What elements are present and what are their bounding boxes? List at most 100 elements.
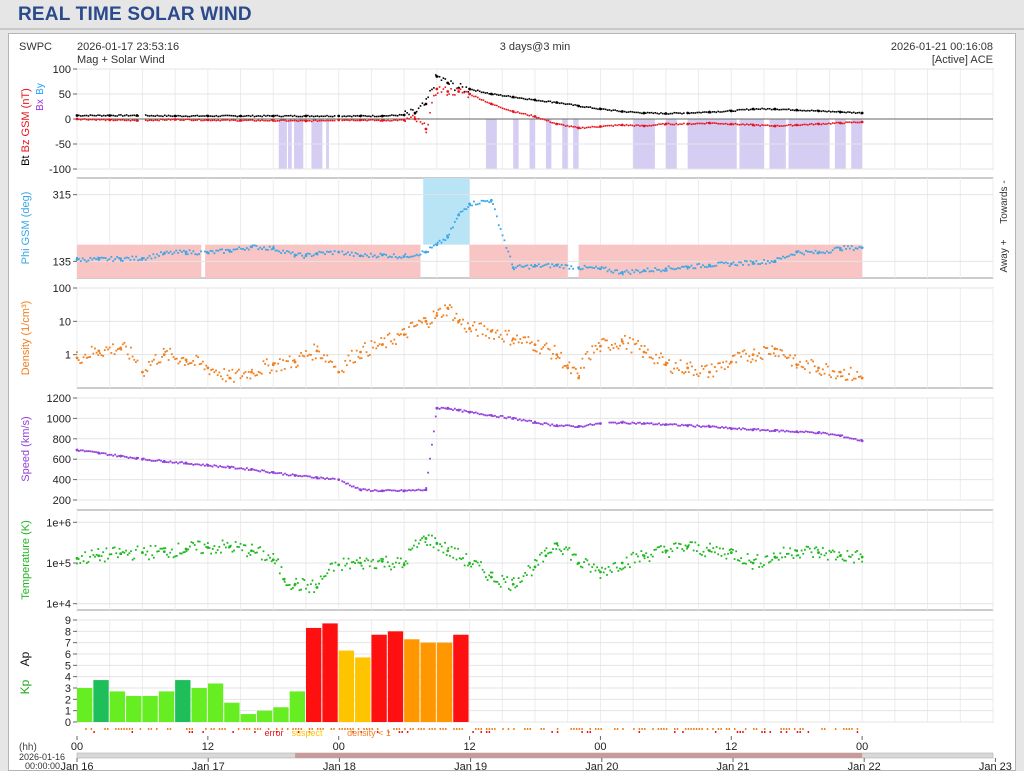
speed-point (459, 408, 462, 411)
mag-bt-point (120, 114, 122, 116)
quality-mark (660, 728, 662, 730)
mag-bz-point (625, 123, 628, 126)
density-point (800, 365, 803, 368)
phi-point (744, 260, 746, 262)
density-point (491, 329, 494, 331)
phi-data-point (162, 252, 166, 255)
density-point (835, 377, 837, 380)
phi-point (301, 254, 304, 257)
density-point (102, 355, 105, 357)
density-data-point (817, 366, 820, 370)
mag-bz-point (518, 112, 521, 114)
quality-mark (276, 728, 278, 730)
temperature-point (314, 583, 317, 586)
quality-mark (526, 728, 529, 730)
density-point (437, 308, 440, 311)
density-point (185, 360, 188, 363)
mag-ytick-label: -50 (55, 139, 71, 151)
phi-point (747, 264, 750, 266)
speed-data-point (620, 421, 624, 424)
speed-point (211, 465, 214, 468)
temperature-point (624, 566, 626, 569)
density-point (195, 354, 198, 357)
mag-bz-point (377, 119, 380, 122)
mag-bz-point (639, 125, 641, 127)
density-point (105, 346, 108, 349)
phi-point (677, 267, 680, 269)
temperature-data-point (293, 582, 297, 586)
temperature-point (395, 561, 397, 564)
density-point (612, 347, 615, 350)
phi-point (369, 252, 372, 255)
temperature-point (205, 546, 208, 548)
density-point (581, 357, 584, 360)
temperature-point (332, 569, 335, 572)
phi-point (602, 267, 605, 270)
kp-bar (453, 634, 469, 722)
speed-point (408, 489, 410, 491)
temperature-point (424, 541, 427, 544)
speed-point (499, 414, 502, 417)
mag-bz-point (497, 105, 500, 108)
phi-point (738, 261, 741, 264)
x-hour-tick-label: 00 (333, 741, 345, 753)
mag-bz-point (375, 119, 378, 122)
density-point (367, 354, 370, 357)
temperature-point (786, 553, 788, 555)
phi-point (236, 248, 239, 250)
speed-point (677, 424, 680, 427)
temperature-data-point (315, 586, 319, 589)
x-start-date-label: 2026-01-16 (19, 752, 65, 762)
speed-data-point (599, 422, 602, 425)
phi-point (623, 270, 626, 273)
speed-point (276, 472, 279, 475)
mag-bz-point (627, 124, 630, 127)
speed-point (142, 457, 145, 460)
density-point (781, 349, 783, 352)
mag-bz-data-point (359, 118, 362, 122)
speed-point (144, 458, 147, 461)
speed-point (400, 489, 403, 491)
density-point (293, 359, 296, 361)
density-point (656, 362, 659, 365)
phi-point (831, 249, 834, 252)
mag-bt-point (467, 91, 470, 93)
phi-point (356, 253, 359, 255)
phi-point (621, 273, 624, 276)
phi-data-point (838, 246, 842, 250)
mag-bz-point (757, 124, 760, 126)
density-point (187, 363, 190, 366)
temperature-point (779, 552, 782, 555)
density-point (552, 353, 554, 355)
mag-bz-point (85, 118, 88, 121)
density-point (799, 360, 801, 363)
phi-point (171, 253, 174, 256)
kp-bar (436, 642, 453, 722)
density-point (504, 329, 507, 332)
legend-density: density < 1 (347, 728, 391, 738)
mag-bt-point (593, 107, 595, 110)
temperature-point (198, 540, 201, 543)
mag-bt-point (102, 114, 105, 117)
phi-ylabel: Phi GSM (deg) (20, 192, 32, 265)
density-point (200, 362, 203, 365)
phi-point (495, 215, 498, 218)
density-point (854, 377, 857, 380)
mag-bt-data-point (817, 109, 820, 113)
temperature-data-point (729, 551, 733, 554)
mag-bt-point (833, 111, 836, 113)
phi-point (478, 202, 481, 205)
kp-bar (273, 707, 289, 722)
density-point (118, 347, 121, 350)
kp-bar (240, 714, 256, 722)
phi-point (806, 250, 809, 253)
density-point (345, 364, 348, 367)
temperature-point (318, 582, 320, 585)
mag-bz-point (852, 121, 855, 123)
temperature-point (290, 588, 293, 591)
mag-bt-point (843, 111, 845, 114)
quality-mark (676, 728, 679, 730)
mag-bt-point (618, 110, 620, 113)
mag-bt-point (669, 112, 672, 115)
speed-point (478, 413, 481, 416)
